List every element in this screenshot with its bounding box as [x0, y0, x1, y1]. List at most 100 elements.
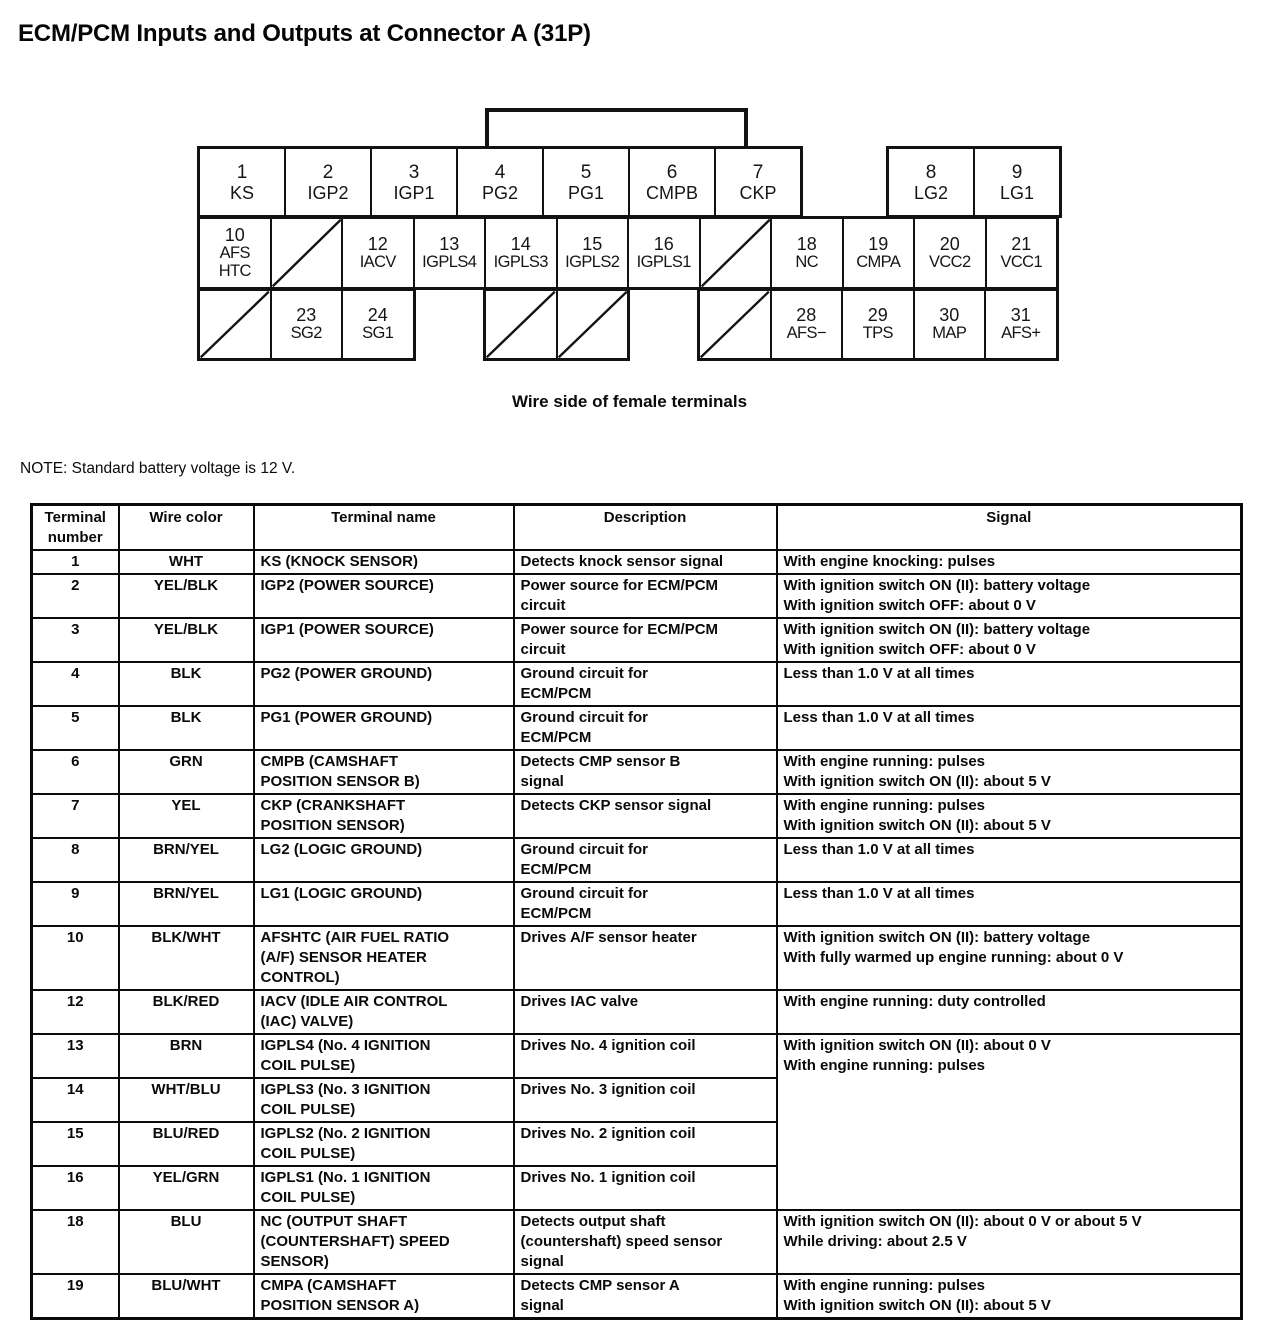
- blocked-cell: [698, 217, 772, 289]
- column-header: Signal: [775, 503, 1243, 551]
- description-cell: Ground circuit for ECM/PCM: [512, 661, 778, 707]
- pin-label: TPS: [862, 324, 894, 343]
- wire-color-cell: BLK: [117, 661, 255, 707]
- table-row: 13 BRN IGPLS4 (No. 4 IGNITION COIL PULSE) D…: [30, 1033, 1243, 1211]
- pin-cell-19: 19 CMPA: [841, 217, 915, 289]
- terminal-name-cell: CKP (CRANKSHAFT POSITION SENSOR): [252, 793, 515, 839]
- description-cell: Detects CMP sensor A signal: [512, 1273, 778, 1320]
- connector-block: 10 AFS HTC 12 IACV 13 IGPLS4 14 IGPLS3 15 IGPLS2 1…: [197, 216, 1059, 290]
- io-table: Terminal number Wire color Terminal name De…: [30, 503, 1243, 1320]
- terminal-name-cell: PG2 (POWER GROUND): [252, 661, 515, 707]
- header-row: Terminal number Wire color Terminal name De…: [30, 503, 1243, 551]
- blocked-cell: [198, 289, 272, 360]
- terminal-name-cell: LG1 (LOGIC GROUND): [252, 881, 515, 927]
- description-cell: Detects output shaft (countershaft) spee…: [512, 1209, 778, 1275]
- description-cell: Power source for ECM/PCM circuit: [512, 617, 778, 663]
- pin-number: 4: [494, 161, 506, 183]
- diagonal-line-icon: [271, 219, 341, 287]
- diagonal-line-icon: [700, 291, 770, 358]
- wire-color-cell: BRN/YEL: [117, 837, 255, 883]
- wire-color-cell: GRN: [117, 749, 255, 795]
- terminal-number-cell: 18: [30, 1209, 120, 1275]
- pin-cell-18: 18 NC: [770, 217, 844, 289]
- signal-cell: Less than 1.0 V at all times: [775, 881, 1243, 927]
- pin-cell-7: 7 CKP: [714, 147, 802, 217]
- terminal-number-cell: 1: [30, 549, 120, 575]
- signal-cell: With engine running: pulses With ignitio…: [775, 1273, 1243, 1320]
- terminal-name-cell: IGPLS3 (No. 3 IGNITION COIL PULSE): [252, 1077, 515, 1123]
- pin-cell-30: 30 MAP: [912, 289, 986, 360]
- pin-label: CMPA: [856, 252, 901, 271]
- wire-color-cell: YEL/BLK: [117, 573, 255, 619]
- pin-label: IGP1: [393, 182, 435, 203]
- signal-cell: With engine running: pulses With ignitio…: [775, 749, 1243, 795]
- wire-color-cell: BLU: [117, 1209, 255, 1275]
- pin-cell-29: 29 TPS: [841, 289, 915, 360]
- wire-color-cell: BRN: [117, 1033, 255, 1079]
- connector-key-tab: [485, 108, 748, 146]
- terminal-name-cell: PG1 (POWER GROUND): [252, 705, 515, 751]
- pin-cell-9: 9 LG1: [973, 147, 1061, 217]
- table-row: 1 WHT KS (KNOCK SENSOR) Detects knock senso…: [30, 549, 1243, 575]
- description-cell: Drives No. 4 ignition coil: [512, 1033, 778, 1079]
- table-row: 3 YEL/BLK IGP1 (POWER SOURCE) Power source …: [30, 617, 1243, 663]
- terminal-name-cell: KS (KNOCK SENSOR): [252, 549, 515, 575]
- wire-color-cell: WHT/BLU: [117, 1077, 255, 1123]
- pin-number: 2: [322, 161, 334, 183]
- wire-color-cell: BLU/WHT: [117, 1273, 255, 1320]
- terminal-name-cell: IGPLS1 (No. 1 IGNITION COIL PULSE): [252, 1165, 515, 1211]
- pin-cell-2: 2 IGP2: [284, 147, 372, 217]
- terminal-name-cell: CMPB (CAMSHAFT POSITION SENSOR B): [252, 749, 515, 795]
- terminal-name-cell: LG2 (LOGIC GROUND): [252, 837, 515, 883]
- wire-color-cell: BLK/RED: [117, 989, 255, 1035]
- pin-label: IGPLS1: [636, 252, 692, 271]
- pin-cell-4: 4 PG2: [456, 147, 544, 217]
- pin-cell-24: 24 SG1: [341, 289, 415, 360]
- pin-label: SG2: [290, 324, 323, 343]
- signal-cell: With engine running: duty controlled: [775, 989, 1243, 1035]
- pin-number: 14: [510, 233, 531, 254]
- pin-label: NC: [795, 252, 819, 271]
- blocked-cell: [269, 217, 343, 289]
- blocked-cell: [698, 289, 772, 360]
- pin-label: KS: [229, 182, 254, 203]
- pin-cell-16: 16 IGPLS1: [627, 217, 701, 289]
- pin-number: 1: [236, 161, 248, 183]
- signal-cell: Less than 1.0 V at all times: [775, 705, 1243, 751]
- pin-number: 3: [408, 161, 420, 183]
- pin-number: 29: [867, 305, 888, 326]
- table-row: 10 BLK/WHT AFSHTC (AIR FUEL RATIO (A/F) SE…: [30, 925, 1243, 991]
- connector-block: 8 LG2 9 LG1: [886, 146, 1062, 218]
- pin-label: LG1: [999, 182, 1035, 203]
- pin-cell-20: 20 VCC2: [913, 217, 987, 289]
- terminal-number-cell: 2: [30, 573, 120, 619]
- pin-label: IGPLS3: [493, 252, 549, 271]
- pin-cell-14: 14 IGPLS3: [484, 217, 558, 289]
- description-cell: Drives IAC valve: [512, 989, 778, 1035]
- wire-color-cell: WHT: [117, 549, 255, 575]
- pin-number: 20: [939, 233, 960, 254]
- pin-number: 21: [1011, 233, 1032, 254]
- table-body: 1 WHT KS (KNOCK SENSOR) Detects knock senso…: [30, 549, 1243, 1320]
- wire-color-cell: YEL/GRN: [117, 1165, 255, 1211]
- pin-cell-31: 31 AFS+: [984, 289, 1058, 360]
- pin-label: CMPB: [645, 182, 698, 203]
- pin-number: 30: [939, 305, 960, 326]
- pin-number: 19: [868, 233, 889, 254]
- page-title: ECM/PCM Inputs and Outputs at Connector …: [18, 20, 591, 47]
- terminal-name-cell: AFSHTC (AIR FUEL RATIO (A/F) SENSOR HEAT…: [252, 925, 515, 991]
- description-cell: Drives No. 2 ignition coil: [512, 1121, 778, 1167]
- table-row: 2 YEL/BLK IGP2 (POWER SOURCE) Power source …: [30, 573, 1243, 619]
- pin-number: 24: [367, 305, 388, 326]
- table-row: 8 BRN/YEL LG2 (LOGIC GROUND) Ground circuit…: [30, 837, 1243, 883]
- pin-cell-21: 21 VCC1: [984, 217, 1058, 289]
- terminal-name-cell: IGPLS2 (No. 2 IGNITION COIL PULSE): [252, 1121, 515, 1167]
- terminal-number-cell: 10: [30, 925, 120, 991]
- table-row: 12 BLK/RED IACV (IDLE AIR CONTROL (IAC) VA…: [30, 989, 1243, 1035]
- pin-cell-12: 12 IACV: [341, 217, 415, 289]
- pin-cell-6: 6 CMPB: [628, 147, 716, 217]
- pin-number: 8: [925, 161, 937, 183]
- table-row: 14 WHT/BLU IGPLS3 (No. 3 IGNITION COIL PUL…: [30, 1077, 1242, 1123]
- diagonal-line-icon: [486, 291, 556, 358]
- pin-cell-15: 15 IGPLS2: [555, 217, 629, 289]
